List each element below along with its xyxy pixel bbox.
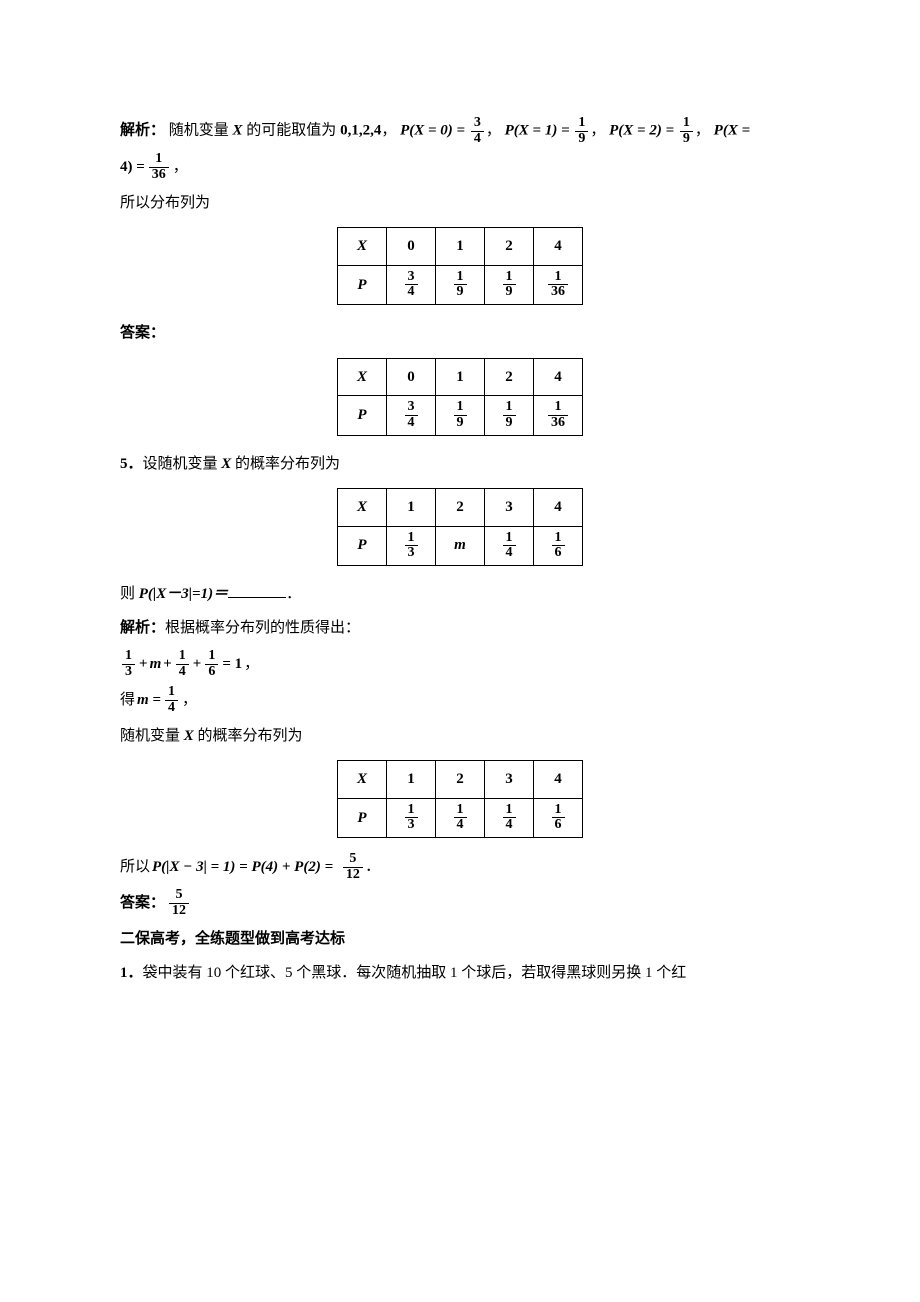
q5-blank-line: 则 P(|X－3|=1)＝． — [120, 580, 800, 609]
fill-blank — [228, 583, 286, 598]
q5-answer: 答案： 512 — [120, 888, 800, 918]
p1-jiexi-label: 解析： — [120, 123, 165, 139]
frac: 34 — [471, 116, 484, 146]
section2-heading: 二保高考，全练题型做到高考达标 — [120, 925, 800, 954]
q5-stem: 5．设随机变量 X 的概率分布列为 — [120, 450, 800, 479]
p1-answer-label: 答案： — [120, 319, 800, 348]
p1-so-text: 所以分布列为 — [120, 189, 800, 218]
p1-dist-table: X 0 1 2 4 P 34 19 19 136 — [337, 227, 583, 305]
q5-m-result: 得 m = 14， — [120, 685, 800, 715]
q5-jiexi: 解析：根据概率分布列的性质得出： — [120, 614, 800, 643]
p1-p4-cont: 4) = 136， — [120, 152, 800, 182]
p1-jiexi-line: 解析： 随机变量 X 的可能取值为 0,1,2,4， P(X = 0) = 34… — [120, 116, 800, 146]
var-X: X — [233, 123, 243, 139]
q5-reprob: 随机变量 X 的概率分布列为 — [120, 722, 800, 751]
q5-table2: X 1 2 3 4 P 13 14 14 16 — [337, 760, 583, 838]
q5-final-expr: 所以 P(|X − 3| = 1) = P(4) + P(2) = 512. — [120, 852, 800, 882]
q5-eq1: 13 + m + 14 + 16 = 1， — [120, 649, 800, 679]
section2-q1: 1．袋中装有 10 个红球、5 个黑球．每次随机抽取 1 个球后，若取得黑球则另… — [120, 959, 800, 988]
q5-table: X 1 2 3 4 P 13 m 14 16 — [337, 488, 583, 566]
p1-answer-table: X 0 1 2 4 P 34 19 19 136 — [337, 358, 583, 436]
